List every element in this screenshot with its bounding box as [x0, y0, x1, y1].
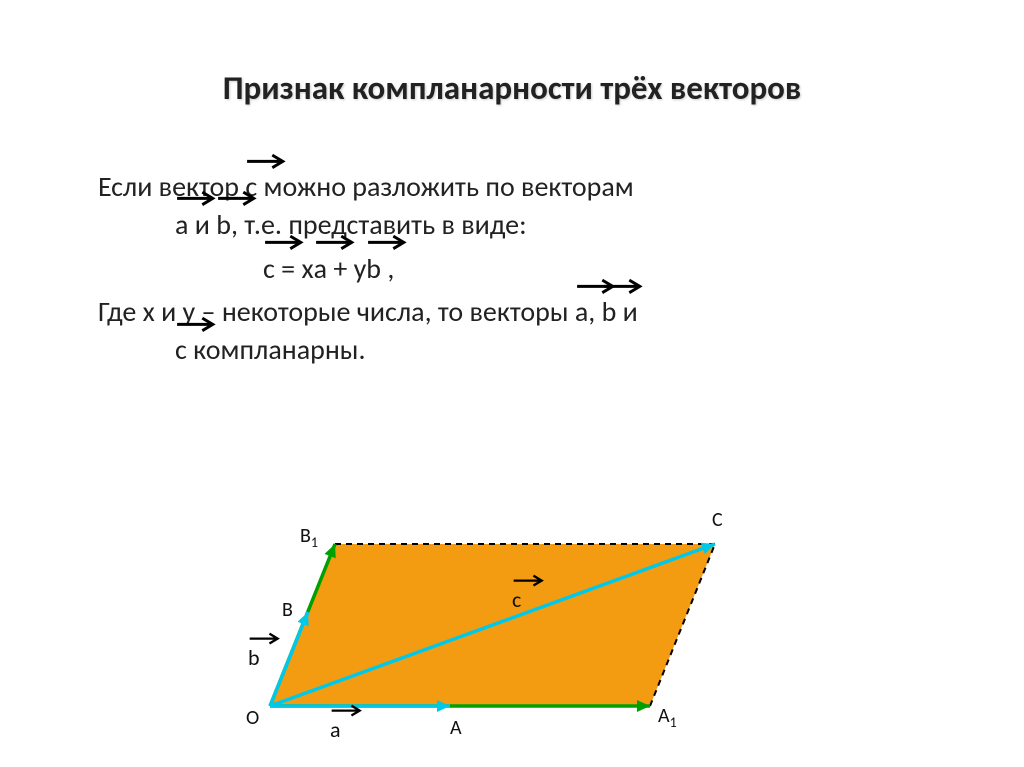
body-text: Если вектор c можно разложить по вектора… [98, 168, 926, 369]
diagram-label-O: O [246, 706, 259, 730]
para-line-2: a и b , т.е. представить в виде: [98, 206, 926, 244]
diagram-vec-c: c [512, 586, 521, 613]
diagram-label-B: B [282, 598, 293, 622]
vec-a-eq: a [314, 250, 327, 288]
slide-title: Признак компланарности трёх векторов [0, 68, 1024, 108]
slide: Признак компланарности трёх векторов Есл… [0, 0, 1024, 767]
diagram-label-A: A [450, 716, 462, 740]
vec-a: a [175, 206, 188, 244]
para-line-5: c компланарны. [98, 331, 926, 369]
diagram-vec-b: b [248, 644, 260, 671]
para-line-4: Где х и у – некоторые числа, то векторы … [98, 293, 926, 331]
diagram-label-vc: c [512, 586, 521, 613]
vec-b: b [216, 206, 231, 244]
diagram-vec-a: a [330, 716, 341, 743]
vec-b-eq: b [366, 250, 381, 288]
diagram-label-A1: A1 [658, 704, 677, 731]
vec-c2: c [175, 331, 187, 369]
diagram-label-va: a [330, 716, 341, 743]
vec-c: c [245, 168, 257, 206]
vec-c-eq: c [263, 250, 275, 288]
equation-line: c = xa + yb , [98, 250, 926, 288]
diagram-label-C: C [712, 508, 723, 532]
vec-a2: a [575, 293, 588, 331]
para-line-1: Если вектор c можно разложить по вектора… [98, 168, 926, 206]
diagram-label-B1: B1 [300, 524, 318, 551]
diagram-label-vb: b [248, 644, 260, 671]
vec-b2: b [602, 293, 617, 331]
vector-diagram: OAA1BB1Ca b c [200, 486, 800, 736]
